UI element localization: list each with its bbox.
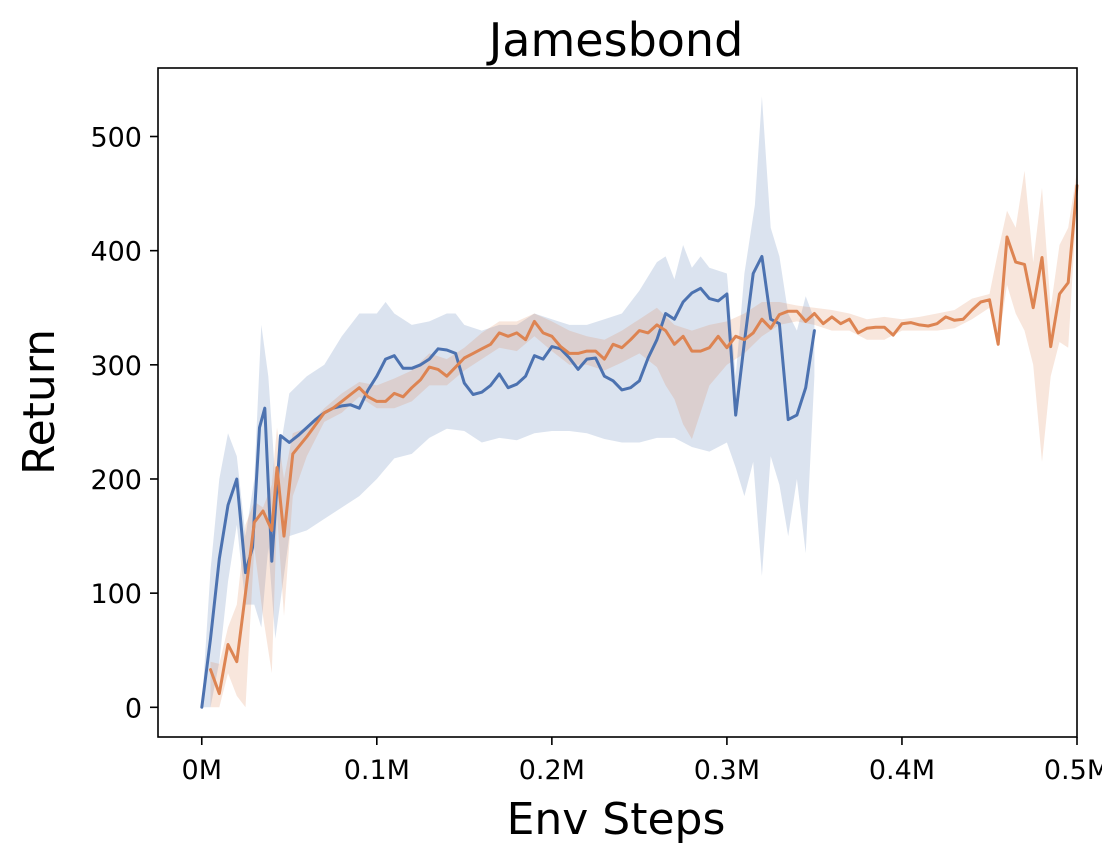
- chart-title: Jamesbond: [486, 13, 744, 67]
- x-tick-label: 0.2M: [519, 755, 585, 786]
- y-axis-ticks: 0 100 200 300 400 500: [90, 122, 158, 724]
- x-tick-label: 0.4M: [869, 755, 935, 786]
- y-tick-label: 300: [90, 351, 142, 382]
- y-tick-label: 500: [90, 122, 142, 153]
- plot-frame: [157, 67, 1078, 738]
- y-axis-title: Return: [14, 329, 65, 475]
- series-2-line: [209, 184, 1079, 696]
- series-1-band: [201, 96, 815, 708]
- y-tick-label: 0: [125, 693, 142, 724]
- confidence-bands: [201, 96, 1077, 708]
- x-tick-label: 0M: [182, 755, 222, 786]
- series-lines: [200, 184, 1079, 709]
- x-tick-label: 0.1M: [344, 755, 410, 786]
- x-tick-label: 0.5M: [1044, 755, 1102, 786]
- y-tick-label: 400: [90, 237, 142, 268]
- y-tick-label: 100: [90, 579, 142, 610]
- x-axis-title: Env Steps: [507, 794, 726, 845]
- y-tick-label: 200: [90, 465, 142, 496]
- x-tick-label: 0.3M: [694, 755, 760, 786]
- series-1-line: [200, 254, 816, 709]
- x-axis-ticks: 0M 0.1M 0.2M 0.3M 0.4M 0.5M: [182, 737, 1102, 786]
